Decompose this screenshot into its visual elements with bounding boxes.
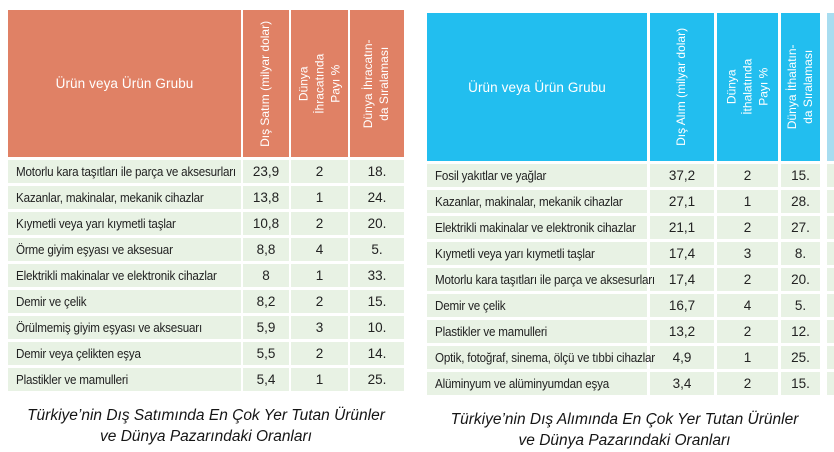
col-header-rank: Dünya İthalatın- da Sıralaması: [781, 13, 820, 161]
imports-table: Ürün veya Ürün Grubu Dış Alım (milyar do…: [427, 13, 822, 452]
value-cell: 4,9: [650, 346, 714, 369]
product-cell: Kıymetli veya yarı kıymetli taşlar: [8, 212, 241, 235]
share-cell: 2: [291, 212, 348, 235]
exports-caption: Türkiye’nin Dış Satımında En Çok Yer Tut…: [27, 407, 385, 445]
value-cell: 8,8: [243, 238, 289, 261]
rank-cell: 15.: [781, 372, 820, 395]
share-cell: 4: [291, 238, 348, 261]
rank-cell: 20.: [350, 212, 404, 235]
product-cell: Kazanlar, makinalar, mekanik cihazlar: [427, 190, 647, 213]
share-cell: 4: [717, 294, 778, 317]
value-cell: 23,9: [243, 160, 289, 183]
share-cell: 3: [291, 316, 348, 339]
exports-table: Ürün veya Ürün Grubu Dış Satım (milyar d…: [8, 10, 404, 448]
product-cell: Motorlu kara taşıtları ile parça ve akse…: [8, 160, 241, 183]
rank-cell: 15.: [350, 290, 404, 313]
share-cell: 2: [717, 320, 778, 343]
rank-cell: 8.: [781, 242, 820, 265]
product-cell: Demir ve çelik: [8, 290, 241, 313]
col-header-product: Ürün veya Ürün Grubu: [8, 10, 241, 157]
product-cell: Demir veya çelikten eşya: [8, 342, 241, 365]
rank-cell: 5.: [350, 238, 404, 261]
value-cell: 37,2: [650, 164, 714, 187]
product-cell: Kıymetli veya yarı kıymetli taşlar: [427, 242, 647, 265]
share-cell: 1: [717, 190, 778, 213]
col-header-share: Dünya İthalatında Payı %: [717, 13, 778, 161]
share-cell: 2: [291, 160, 348, 183]
value-cell: 3,4: [650, 372, 714, 395]
col-header-rank-label: Dünya İhracatın- da Sıralaması: [361, 39, 391, 128]
col-header-share: Dünya İhracatında Payı %: [291, 10, 348, 157]
share-cell: 2: [717, 268, 778, 291]
value-cell: 16,7: [650, 294, 714, 317]
product-cell: Demir ve çelik: [427, 294, 647, 317]
rank-cell: 24.: [350, 186, 404, 209]
share-cell: 2: [717, 164, 778, 187]
rank-cell: 27.: [781, 216, 820, 239]
value-cell: 10,8: [243, 212, 289, 235]
edge-strip-rows: [827, 164, 834, 395]
product-cell: Fosil yakıtlar ve yağlar: [427, 164, 647, 187]
col-header-value-label: Dış Alım (milyar dolar): [674, 27, 689, 147]
col-header-share-label: Dünya İhracatında Payı %: [295, 53, 342, 114]
share-cell: 2: [291, 290, 348, 313]
product-cell: Optik, fotoğraf, sinema, ölçü ve tıbbi c…: [427, 346, 655, 369]
value-cell: 8: [243, 264, 289, 287]
share-cell: 2: [291, 342, 348, 365]
col-header-rank-label: Dünya İthalatın- da Sıralaması: [784, 44, 815, 130]
share-cell: 2: [717, 216, 778, 239]
imports-caption: Türkiye’nin Dış Alımında En Çok Yer Tuta…: [450, 411, 799, 449]
value-cell: 8,2: [243, 290, 289, 313]
value-cell: 27,1: [650, 190, 714, 213]
value-cell: 21,1: [650, 216, 714, 239]
rank-cell: 12.: [781, 320, 820, 343]
rank-cell: 15.: [781, 164, 820, 187]
rank-cell: 28.: [781, 190, 820, 213]
col-header-value: Dış Alım (milyar dolar): [650, 13, 714, 161]
col-header-product: Ürün veya Ürün Grubu: [427, 13, 647, 161]
product-cell: Örme giyim eşyası ve aksesuar: [8, 238, 241, 261]
product-cell: Elektrikli makinalar ve elektronik cihaz…: [427, 216, 647, 239]
value-cell: 17,4: [650, 242, 714, 265]
value-cell: 13,8: [243, 186, 289, 209]
imports-grid: Ürün veya Ürün Grubu Dış Alım (milyar do…: [427, 13, 822, 395]
share-cell: 1: [291, 368, 348, 391]
col-header-value-label: Dış Satım (milyar dolar): [258, 20, 273, 147]
value-cell: 5,5: [243, 342, 289, 365]
rank-cell: 10.: [350, 316, 404, 339]
col-header-share-label: Dünya İthalatında Payı %: [723, 58, 770, 116]
product-cell: Plastikler ve mamulleri: [8, 368, 241, 391]
col-header-value: Dış Satım (milyar dolar): [243, 10, 289, 157]
rank-cell: 25.: [781, 346, 820, 369]
product-cell: Kazanlar, makinalar, mekanik cihazlar: [8, 186, 241, 209]
value-cell: 5,9: [243, 316, 289, 339]
product-cell: Motorlu kara taşıtları ile parça ve akse…: [427, 268, 655, 291]
value-cell: 17,4: [650, 268, 714, 291]
col-header-rank: Dünya İhracatın- da Sıralaması: [350, 10, 404, 157]
share-cell: 3: [717, 242, 778, 265]
product-cell: Plastikler ve mamulleri: [427, 320, 647, 343]
product-cell: Örülmemiş giyim eşyası ve aksesuarı: [8, 316, 241, 339]
rank-cell: 14.: [350, 342, 404, 365]
value-cell: 5,4: [243, 368, 289, 391]
product-cell: Elektrikli makinalar ve elektronik cihaz…: [8, 264, 241, 287]
rank-cell: 33.: [350, 264, 404, 287]
page-edge-strip: [827, 13, 834, 395]
rank-cell: 20.: [781, 268, 820, 291]
rank-cell: 25.: [350, 368, 404, 391]
product-cell: Alüminyum ve alüminyumdan eşya: [427, 372, 647, 395]
exports-grid: Ürün veya Ürün Grubu Dış Satım (milyar d…: [8, 10, 404, 391]
share-cell: 1: [291, 186, 348, 209]
rank-cell: 18.: [350, 160, 404, 183]
share-cell: 1: [717, 346, 778, 369]
value-cell: 13,2: [650, 320, 714, 343]
rank-cell: 5.: [781, 294, 820, 317]
share-cell: 2: [717, 372, 778, 395]
share-cell: 1: [291, 264, 348, 287]
edge-strip-header: [827, 13, 834, 161]
